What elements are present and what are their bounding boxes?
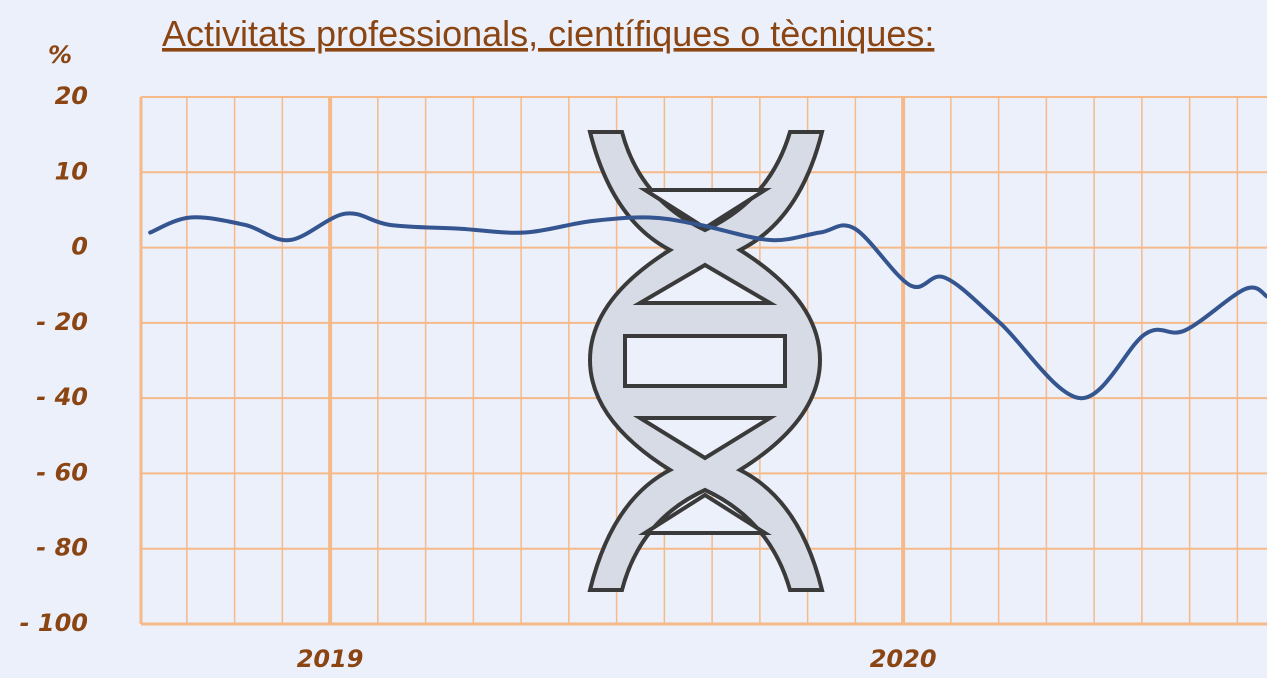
chart: Activitats professionals, científiques o…: [0, 0, 1267, 678]
dna-icon: [590, 132, 822, 590]
y-tick-label: - 60: [36, 458, 88, 486]
y-axis-label: %: [48, 41, 72, 69]
y-tick-label: - 100: [20, 609, 88, 637]
y-tick-label: - 40: [36, 383, 88, 411]
dna-gap: [625, 336, 785, 386]
x-tick-label: 2020: [870, 645, 937, 673]
y-tick-label: - 20: [36, 308, 88, 336]
y-tick-label: 10: [55, 157, 88, 185]
chart-title: Activitats professionals, científiques o…: [162, 13, 934, 54]
y-tick-label: 20: [55, 82, 88, 110]
y-tick-label: - 80: [36, 534, 88, 562]
y-tick-label: 0: [71, 233, 88, 261]
x-tick-label: 2019: [297, 645, 364, 673]
